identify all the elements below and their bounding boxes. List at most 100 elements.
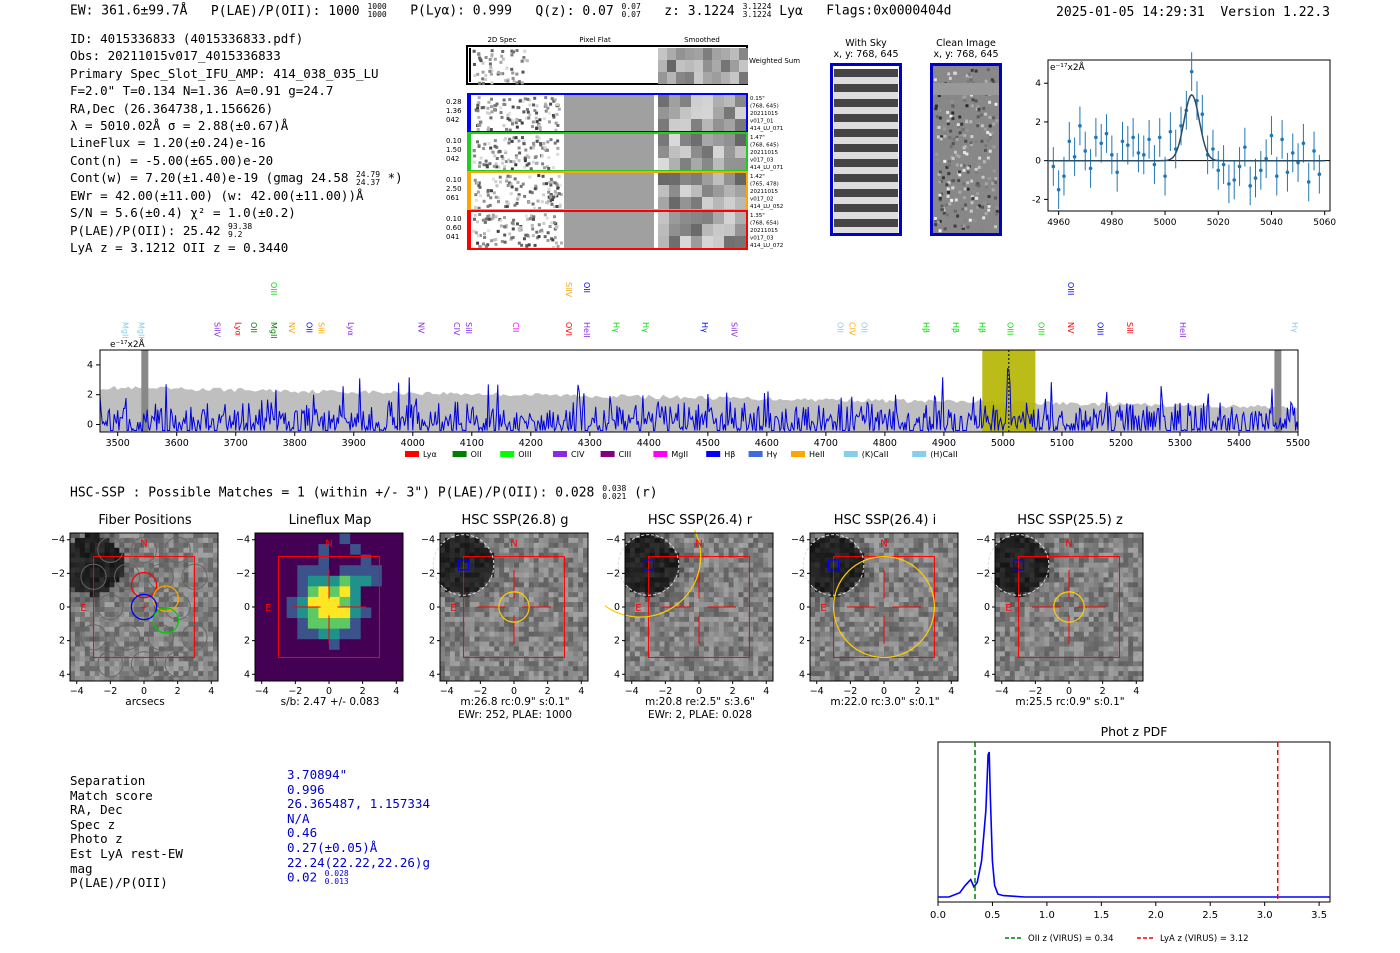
- emission-line-label: CIV: [452, 322, 461, 336]
- fiber-green: [152, 607, 180, 634]
- emission-line-label: Lyα: [346, 322, 355, 336]
- cutout-row-right-label: 1.35": [750, 213, 765, 219]
- zoom-xtick-label: 5020: [1207, 218, 1230, 228]
- zoom-point: [1317, 172, 1322, 177]
- fiber-circle: [114, 624, 141, 651]
- panel-xtick-label: −2: [843, 686, 857, 697]
- search-box: [278, 556, 380, 658]
- zoom-point: [1189, 69, 1194, 74]
- zoom-point: [1083, 149, 1088, 153]
- panel-xtick-label: −2: [658, 686, 672, 697]
- info-id: ID: 4015336833 (4015336833.pdf): [70, 31, 304, 46]
- fiber-circle: [80, 624, 107, 651]
- with-sky-title: With Sky x, y: 768, 645: [833, 38, 899, 60]
- value-ra-dec: 26.365487, 1.157334: [287, 796, 430, 812]
- panel-xtick-label: 0: [696, 686, 702, 697]
- fiber-circle: [181, 624, 208, 651]
- emission-line-label: OIII: [1066, 282, 1075, 295]
- hsc-summary: HSC-SSP : Possible Matches = 1 (within +…: [70, 484, 658, 501]
- counterpart-marker: [827, 559, 840, 571]
- zoom-point: [1163, 174, 1167, 178]
- emission-line-label: Hβ: [977, 322, 986, 333]
- legend-label: HeII: [809, 450, 825, 459]
- zoom-point: [1290, 151, 1295, 155]
- value-separation: 3.70894": [287, 767, 348, 782]
- cutout-row-right-label: 20211015: [750, 228, 778, 234]
- panel-ytick-label: 0: [799, 602, 805, 613]
- legend-swatch: [748, 451, 763, 457]
- spectrum-xtick-label: 4600: [755, 438, 779, 449]
- zoom-ytick-label: 4: [1035, 79, 1041, 89]
- info-sn: S/N = 5.6(±0.4) χ² = 1.0(±0.2): [70, 205, 296, 221]
- pdf-legend-label: OII z (VIRUS) = 0.34: [1028, 934, 1114, 944]
- image-panel: N E −4 4 −2 2 0 0 2 −2 4 −4: [236, 532, 404, 697]
- info-plae: P(LAE)/P(OII): 25.42 93.38 9.2: [70, 222, 253, 240]
- emission-line-label: SiIV: [212, 322, 221, 338]
- zoom-point: [1259, 168, 1263, 173]
- fiber-circle: [97, 651, 124, 678]
- zoom-frame: [1047, 59, 1331, 212]
- emission-line-label: OIII: [1006, 322, 1015, 335]
- zoom-point: [1232, 178, 1237, 182]
- spectrum-xtick-label: 5000: [991, 438, 1015, 449]
- label-separation: Separation: [70, 773, 146, 788]
- zoom-point: [1141, 153, 1146, 157]
- legend-swatch: [653, 451, 668, 457]
- legend-label: OII: [471, 450, 482, 459]
- cutout-row-left-label: 0.60: [446, 224, 462, 232]
- emission-line-label: HeII: [1178, 322, 1187, 338]
- zoom-point: [1136, 151, 1141, 155]
- pdf-xtick-label: 0.0: [930, 910, 946, 921]
- panel-title: HSC SSP(26.8) g: [461, 513, 569, 528]
- counterpart-marker: [1012, 559, 1025, 571]
- zoom-xtick-label: 4960: [1047, 218, 1070, 228]
- zoom-point: [1237, 164, 1242, 169]
- info-obs: Obs: 20211015v017_4015336833: [70, 48, 281, 64]
- zoom-xtick-label: 4980: [1100, 218, 1123, 228]
- spectrum-ytick-label: 2: [87, 390, 93, 401]
- cutout-row-right-label: v017_03: [750, 236, 774, 242]
- image-panel: + N E −4 4 −2 2 0 0 2 −2 4 −4: [51, 532, 219, 697]
- north-label: N: [510, 538, 517, 549]
- info-contw: Cont(w) = 7.20(±1.40)e-19 (gmag 24.58 24…: [70, 169, 403, 187]
- fiber-circle: [147, 563, 174, 590]
- zoom-point: [1147, 137, 1151, 142]
- north-label: N: [140, 538, 147, 549]
- panel-ytick-label: −4: [236, 535, 250, 546]
- cutout-row-right-label: (765, 478): [750, 182, 779, 188]
- emission-line-label: CIV: [847, 322, 856, 336]
- fiber-circle: [130, 536, 158, 563]
- panel-ytick-label: 0: [429, 602, 435, 613]
- spectrum-ytick-label: 0: [87, 420, 93, 431]
- zoom-point: [1051, 164, 1056, 169]
- panel-caption: m:22.0 rc:3.0" s:0.1": [830, 696, 940, 708]
- spectrum-xtick-label: 3800: [283, 438, 307, 449]
- legend-swatch: [500, 451, 515, 457]
- emission-line-label: OIII: [1095, 322, 1104, 335]
- pdf-line: [938, 751, 1330, 898]
- spectrum-xtick-label: 3900: [342, 438, 366, 449]
- pdf-xtick-label: 2.5: [1202, 910, 1218, 921]
- match-values: 3.70894" 0.996 26.365487, 1.157334 N/A 0…: [287, 767, 430, 886]
- cutout-row-right-label: 1.47": [750, 135, 765, 141]
- zoom-point: [1088, 166, 1093, 171]
- plae-header: P(LAE)/P(OII): 1000 1000 1000: [210, 2, 387, 19]
- zoom-point: [1264, 156, 1268, 161]
- panel-xtick-label: −4: [70, 686, 84, 697]
- panel-xtick-label: −4: [625, 686, 639, 697]
- panel-ytick-label: −4: [976, 535, 990, 546]
- cutout-row-right-label: (768, 645): [750, 104, 779, 110]
- fiber-blue: [130, 593, 158, 621]
- cutout-row-right-label: 414_LU_052: [750, 204, 783, 210]
- spectrum-xtick-label: 4300: [578, 438, 602, 449]
- legend-swatch: [791, 451, 805, 457]
- spectrum-xtick-label: 5300: [1168, 438, 1192, 449]
- spectrum-xtick-label: 4200: [519, 438, 543, 449]
- cutout-row-left-label: 042: [446, 116, 459, 124]
- value-mag: 22.24(22.22,22.26)g: [287, 854, 430, 870]
- zoom-point: [1094, 135, 1098, 140]
- info-lya: LyA z = 3.1212 OII z = 0.3440: [70, 240, 289, 256]
- zoom-point: [1110, 153, 1114, 157]
- legend-swatch: [843, 451, 858, 457]
- panel-caption: m:25.5 rc:0.9" s:0.1": [1015, 696, 1125, 708]
